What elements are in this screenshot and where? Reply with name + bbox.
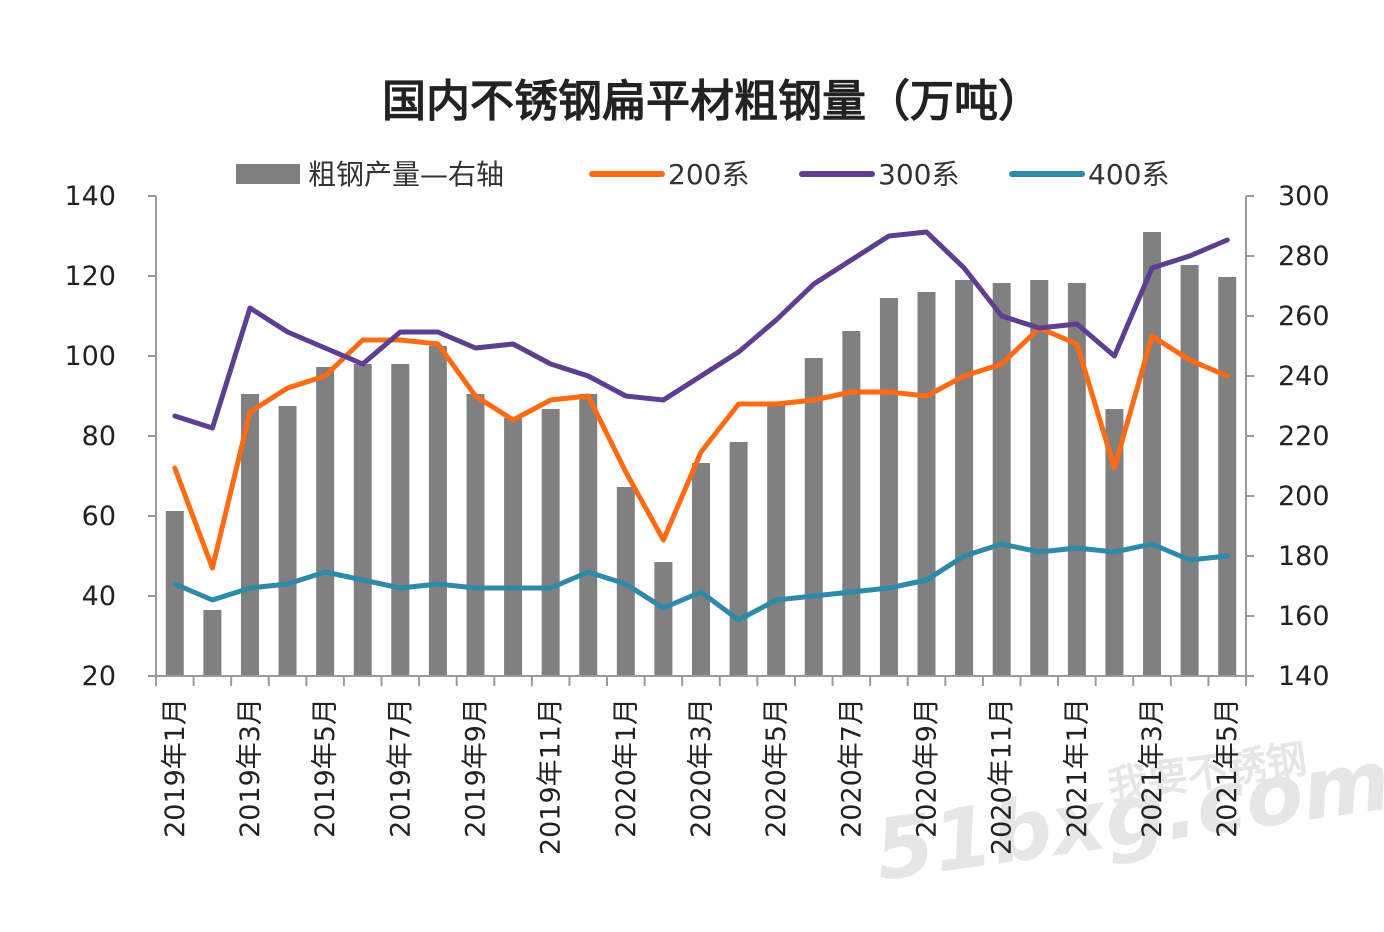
legend-label: 200系 bbox=[668, 158, 749, 191]
right-tick-label: 200 bbox=[1278, 481, 1330, 512]
bar bbox=[1180, 265, 1199, 676]
x-axis-ticks: 2019年1月 2019年3月 2019年5月 2019年7月 2019年9月 2019年… bbox=[155, 676, 1247, 855]
x-tick-label: 2021年1月 bbox=[1062, 698, 1093, 838]
legend-swatch bbox=[236, 164, 300, 184]
x-tick-label: 2020年3月 bbox=[686, 698, 717, 838]
chart-title: 国内不锈钢扁平材粗钢量（万吨） bbox=[382, 76, 1042, 127]
x-tick-label: 2019年3月 bbox=[235, 698, 266, 838]
bar bbox=[428, 346, 447, 676]
legend-label: 粗钢产量—右轴 bbox=[308, 158, 504, 191]
bar bbox=[504, 418, 523, 676]
right-tick-label: 180 bbox=[1278, 541, 1330, 572]
bar bbox=[579, 394, 598, 676]
bar bbox=[917, 292, 936, 676]
legend: 粗钢产量—右轴 200系 300系 400系 bbox=[236, 158, 1169, 191]
right-tick-label: 240 bbox=[1278, 361, 1330, 392]
right-axis-ticks: 140 160 180 200 220 240 260 280 300 bbox=[1246, 181, 1330, 692]
bar bbox=[165, 511, 184, 676]
bar bbox=[1105, 409, 1124, 676]
bar bbox=[391, 364, 410, 676]
left-tick-label: 60 bbox=[82, 501, 116, 532]
left-tick-label: 120 bbox=[64, 261, 116, 292]
right-tick-label: 220 bbox=[1278, 421, 1330, 452]
bar bbox=[541, 409, 560, 676]
bar bbox=[353, 364, 372, 676]
x-tick-label: 2020年1月 bbox=[611, 698, 642, 838]
left-tick-label: 20 bbox=[82, 661, 116, 692]
bar bbox=[879, 298, 898, 676]
right-tick-label: 160 bbox=[1278, 601, 1330, 632]
bar bbox=[992, 283, 1011, 676]
bar bbox=[316, 367, 335, 676]
x-tick-label: 2020年11月 bbox=[987, 698, 1018, 855]
x-tick-label: 2019年5月 bbox=[310, 698, 341, 838]
x-tick-label: 2021年5月 bbox=[1212, 698, 1243, 838]
bar bbox=[955, 280, 974, 676]
right-tick-label: 300 bbox=[1278, 181, 1330, 212]
left-axis-ticks: 20 40 60 80 100 120 140 bbox=[64, 181, 156, 692]
x-tick-label: 2019年9月 bbox=[460, 698, 491, 838]
watermark-line2: 51bxg.com bbox=[869, 731, 1384, 900]
bar bbox=[1143, 232, 1162, 676]
legend-label: 300系 bbox=[878, 158, 959, 191]
left-tick-label: 100 bbox=[64, 341, 116, 372]
bar bbox=[729, 442, 748, 676]
bar bbox=[1030, 280, 1049, 676]
bar bbox=[203, 610, 222, 676]
bar bbox=[692, 463, 710, 676]
x-tick-label: 2019年1月 bbox=[160, 698, 191, 838]
right-tick-label: 280 bbox=[1278, 241, 1330, 272]
series-line bbox=[172, 541, 1230, 623]
left-tick-label: 80 bbox=[82, 421, 116, 452]
x-tick-label: 2019年7月 bbox=[385, 698, 416, 838]
bar bbox=[1218, 277, 1237, 676]
right-tick-label: 140 bbox=[1278, 661, 1330, 692]
bar bbox=[1067, 283, 1086, 676]
legend-label: 400系 bbox=[1088, 158, 1169, 191]
bar bbox=[804, 358, 823, 676]
bar-series bbox=[165, 232, 1237, 676]
bar bbox=[466, 394, 485, 676]
bar bbox=[842, 331, 861, 676]
x-tick-label: 2021年3月 bbox=[1137, 698, 1168, 838]
x-tick-label: 2020年7月 bbox=[836, 698, 867, 838]
x-tick-label: 2020年5月 bbox=[761, 698, 792, 838]
series-line bbox=[172, 229, 1230, 431]
x-tick-label: 2019年11月 bbox=[536, 698, 567, 855]
left-tick-label: 140 bbox=[64, 181, 116, 212]
left-tick-label: 40 bbox=[82, 581, 116, 612]
watermark: 我要不锈钢 51bxg.com bbox=[869, 731, 1384, 900]
bar bbox=[240, 394, 259, 676]
series-line bbox=[172, 325, 1230, 571]
x-tick-label: 2020年9月 bbox=[912, 698, 943, 838]
bar bbox=[278, 406, 297, 676]
bar bbox=[654, 562, 673, 676]
right-tick-label: 260 bbox=[1278, 301, 1330, 332]
bar bbox=[767, 403, 786, 676]
line-series bbox=[172, 229, 1230, 623]
